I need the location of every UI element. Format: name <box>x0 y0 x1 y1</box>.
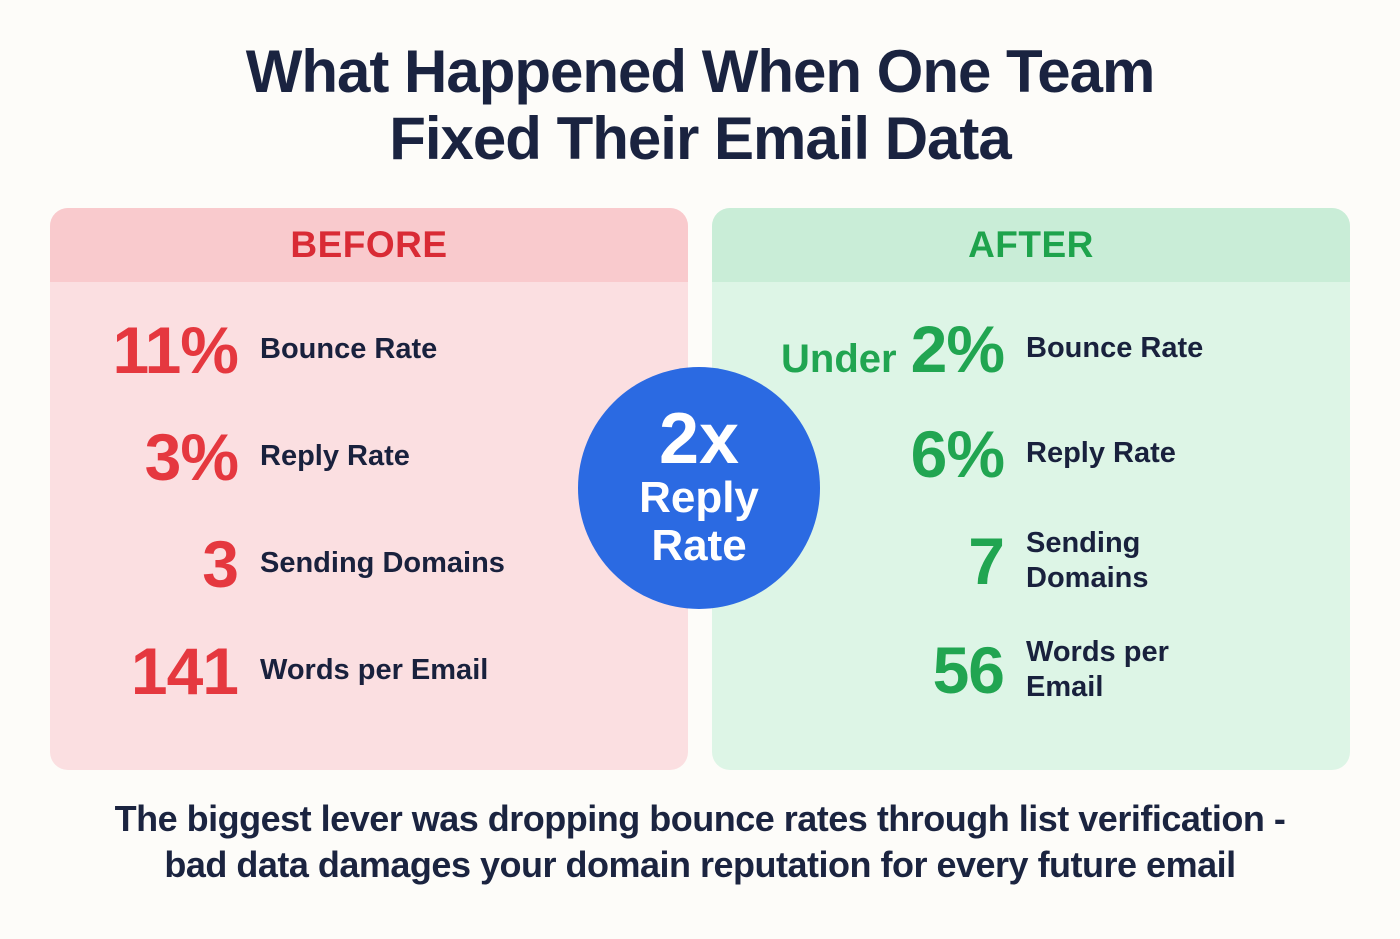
footer-line-1: The biggest lever was dropping bounce ra… <box>114 798 1286 839</box>
stat-row-after-reply-rate: 6% Reply Rate <box>712 421 1350 487</box>
title-line-1: What Happened When One Team <box>245 38 1156 105</box>
stat-label: Bounce Rate <box>1026 332 1204 365</box>
badge-text-line-1: Reply <box>639 472 759 522</box>
stat-value: 2% <box>910 311 1005 386</box>
title-line-2: Fixed Their Email Data <box>389 105 1012 173</box>
stat-value-column: 7 <box>712 523 1005 598</box>
page-title: What Happened When One Team Fixed Their … <box>0 38 1400 172</box>
stat-row-after-words-per-email: 56 Words per Email <box>712 635 1350 705</box>
stat-value-prefix: Under <box>781 336 897 381</box>
stat-row-before-sending-domains: 3 Sending Domains <box>50 531 688 597</box>
stat-value: 3 <box>202 526 239 601</box>
stat-value-column: 11% <box>50 312 239 387</box>
after-panel-header: AFTER <box>712 208 1350 282</box>
badge-multiplier: 2x <box>658 399 740 480</box>
footer-takeaway: The biggest lever was dropping bounce ra… <box>0 796 1400 888</box>
stat-label: Sending Domains <box>260 547 505 580</box>
stat-value: 56 <box>932 632 1005 707</box>
before-panel-title: BEFORE <box>290 224 448 265</box>
before-panel-body: 11% Bounce Rate 3% Reply Rate 3 Sending … <box>50 282 688 770</box>
stat-value: 6% <box>910 416 1005 491</box>
reply-rate-badge: 2x Reply Rate <box>578 367 820 609</box>
stat-row-before-reply-rate: 3% Reply Rate <box>50 424 688 490</box>
stat-value: 11% <box>112 312 239 387</box>
stat-value: 7 <box>968 523 1005 598</box>
stat-label: Words per Email <box>260 654 489 687</box>
stat-row-before-words-per-email: 141 Words per Email <box>50 638 688 704</box>
stat-label: Words per Email <box>1026 635 1169 703</box>
before-panel-header: BEFORE <box>50 208 688 282</box>
after-panel-body: Under 2% Bounce Rate 6% Reply Rate 7 Sen… <box>712 282 1350 770</box>
footer-line-2: bad data damages your domain reputation … <box>164 844 1236 886</box>
stat-value: 141 <box>130 633 239 708</box>
stat-label: Reply Rate <box>1026 437 1176 470</box>
after-panel-title: AFTER <box>968 224 1094 265</box>
stat-label: Bounce Rate <box>260 333 438 366</box>
stat-label: Reply Rate <box>260 440 410 473</box>
stat-label: Sending Domains <box>1026 527 1149 594</box>
stat-value-column: 3% <box>50 419 239 494</box>
stat-row-before-bounce-rate: 11% Bounce Rate <box>50 317 688 383</box>
stat-value-column: Under 2% <box>712 311 1005 386</box>
stat-value-column: 56 <box>712 632 1005 707</box>
stat-row-after-sending-domains: 7 Sending Domains <box>712 526 1350 596</box>
stat-row-after-bounce-rate: Under 2% Bounce Rate <box>712 316 1350 382</box>
badge-text-line-2: Rate <box>651 521 747 571</box>
stat-value-column: 3 <box>50 526 239 601</box>
stat-value: 3% <box>144 419 239 494</box>
stat-value-column: 6% <box>712 416 1005 491</box>
stat-value-column: 141 <box>50 633 239 708</box>
